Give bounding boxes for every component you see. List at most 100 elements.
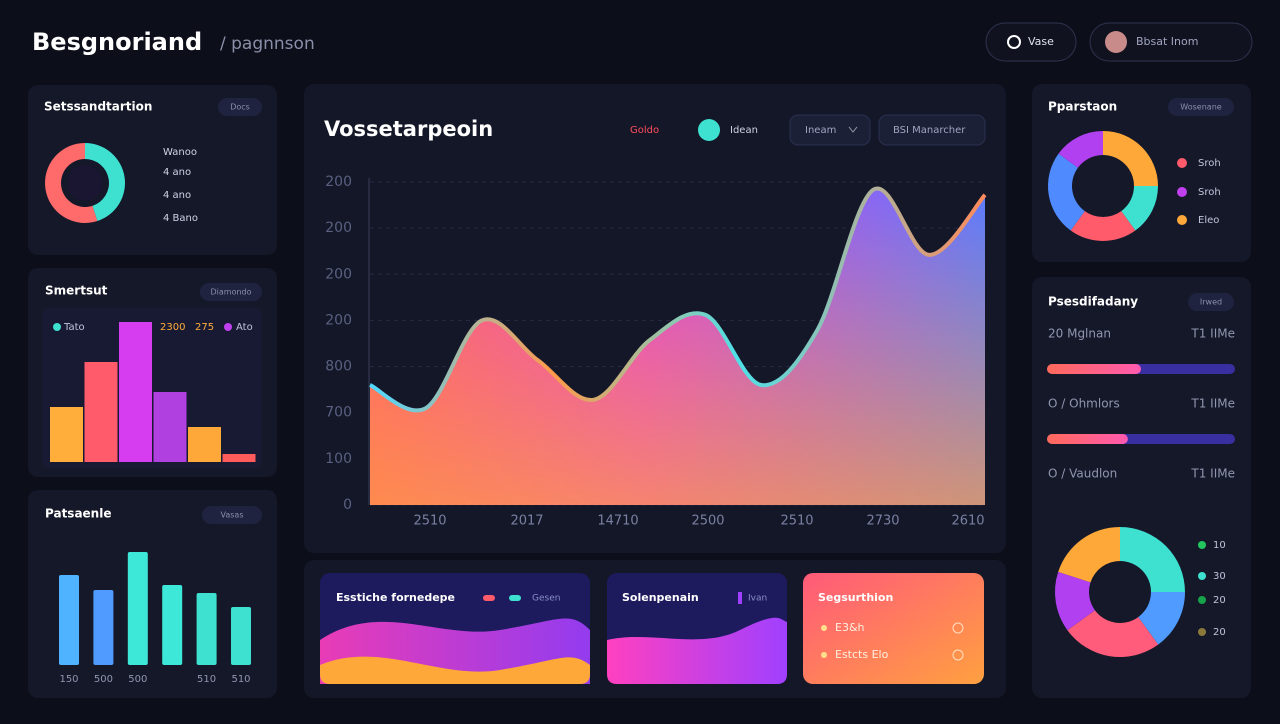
badge [202, 506, 262, 524]
donut-segment [1055, 571, 1095, 631]
icon [952, 649, 964, 661]
badge [1188, 293, 1234, 311]
donut-icon [67, 165, 103, 201]
legend-label: 2300 [160, 322, 185, 333]
donut-segment [1070, 211, 1136, 242]
legend-dot [1198, 541, 1206, 549]
dot [821, 625, 827, 631]
donut-segment [1048, 153, 1085, 231]
x-tick-label: 2610 [951, 514, 984, 529]
legend-swatch [483, 595, 495, 601]
legend-label: 275 [195, 322, 214, 333]
y-tick-label: 200 [325, 312, 352, 328]
donut-segment [1067, 610, 1159, 657]
wave [320, 656, 590, 684]
panel-title: Patsaenle [45, 507, 111, 521]
donut-segment [1121, 186, 1158, 231]
y-tick-label: 200 [325, 174, 352, 190]
panel-title: Setssandtartion [44, 100, 152, 114]
legend-label: 4 ano [163, 190, 191, 201]
y-tick-label: 100 [325, 451, 352, 467]
progress-bar [1047, 364, 1141, 374]
donut-segment [45, 143, 98, 223]
legend-dot [1177, 158, 1187, 168]
badge-label: Vasas [221, 511, 244, 520]
button[interactable] [878, 114, 986, 146]
badge-label: Wosenane [1180, 103, 1221, 112]
legend-label: 20 [1213, 627, 1226, 638]
chevron [848, 126, 858, 133]
legend-dot [53, 323, 61, 331]
donut-segment [85, 143, 126, 222]
area-fill [370, 188, 985, 506]
legend-label: 4 Bano [163, 213, 198, 224]
icon [952, 622, 964, 634]
bar [196, 593, 217, 665]
legend-label: 30 [1213, 571, 1226, 582]
legend-dot [1198, 628, 1206, 636]
x-tick-label: 2510 [780, 514, 813, 529]
avatar [1105, 31, 1127, 53]
x-tick-label: 500 [94, 674, 113, 685]
legend-label: 20 [1213, 595, 1226, 606]
legend-label: Sroh [1198, 187, 1221, 198]
card-item: Estcts Elo [835, 648, 889, 661]
bar [119, 322, 152, 462]
y-tick-label: 0 [343, 497, 352, 513]
legend-label: Idean [730, 125, 758, 136]
legend-label: Tato [63, 322, 85, 333]
x-tick-label: 14710 [597, 514, 638, 529]
bar [222, 454, 256, 462]
card-title: Esstiche fornedepe [336, 591, 455, 604]
user-name: Bbsat Inom [1136, 35, 1198, 48]
donut-segment [1120, 527, 1185, 592]
button-label: Vase [1028, 35, 1054, 48]
bar [127, 552, 148, 665]
legend-dot [1177, 187, 1187, 197]
legend-dot [1177, 215, 1187, 225]
button[interactable] [985, 22, 1077, 62]
row-value: T1 IIMe [1190, 327, 1235, 341]
x-tick-label: 2510 [413, 514, 446, 529]
y-tick-label: 200 [325, 220, 352, 236]
x-tick-label: 2017 [510, 514, 543, 529]
donut-segment [1058, 527, 1120, 583]
card-title: Segsurthion [818, 591, 893, 604]
row-value: T1 IIMe [1190, 467, 1235, 481]
donut-segment [1058, 131, 1103, 168]
x-tick-label: 500 [128, 674, 147, 685]
bar [50, 407, 83, 462]
row-label: O / Ohmlors [1048, 397, 1120, 411]
legend-label: 10 [1213, 540, 1226, 551]
legend-dot [1198, 596, 1206, 604]
x-tick-label: 510 [197, 674, 216, 685]
progress-bar [1047, 434, 1128, 444]
dropdown-label: Ineam [805, 125, 836, 136]
x-tick-label: 150 [59, 674, 78, 685]
dropdown[interactable] [789, 114, 871, 146]
button-label: BSI Manarcher [893, 125, 966, 136]
bar [188, 427, 221, 462]
donut-segment [1138, 592, 1185, 645]
row-value: T1 IIMe [1190, 397, 1235, 411]
y-tick-label: 200 [325, 266, 352, 282]
user-pill[interactable] [1089, 22, 1253, 62]
legend-dot [1198, 572, 1206, 580]
bar [153, 392, 187, 462]
wave [607, 617, 787, 684]
card-title: Solenpenain [622, 591, 699, 604]
legend-label: Ivan [748, 594, 767, 604]
dot [821, 652, 827, 658]
badge-label: Docs [230, 103, 250, 112]
legend-label: Gesen [532, 594, 560, 604]
donut-segment [1103, 131, 1158, 186]
legend-label: Ato [236, 322, 253, 333]
legend-swatch [738, 592, 742, 604]
y-tick-label: 700 [325, 405, 352, 421]
bar [162, 585, 183, 665]
breadcrumb: / pagnnson [220, 34, 315, 54]
legend-dot [224, 323, 232, 331]
x-tick-label: 2730 [866, 514, 899, 529]
bar [84, 362, 118, 462]
